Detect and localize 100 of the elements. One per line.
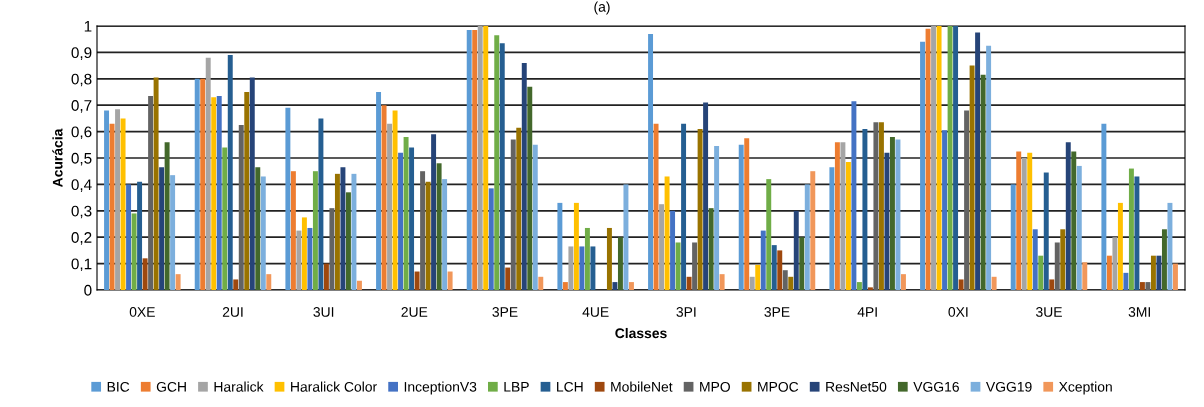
bar: [670, 210, 676, 290]
bar: [1049, 279, 1055, 290]
bar: [403, 136, 409, 290]
bar: [1021, 158, 1027, 290]
bar: [1076, 165, 1082, 290]
bar: [227, 55, 233, 290]
bar: [538, 276, 544, 290]
legend-label: MPO: [700, 381, 730, 392]
legend-label: Haralick Color: [291, 381, 377, 392]
bar: [942, 130, 948, 290]
bar: [834, 142, 840, 290]
bar: [793, 210, 799, 290]
y-tick-label: 0,3: [71, 205, 92, 219]
bar: [782, 270, 788, 290]
bar: [884, 152, 890, 290]
bar: [211, 97, 217, 290]
bar: [376, 92, 382, 290]
bar: [1101, 123, 1107, 290]
legend-label: GCH: [156, 381, 186, 392]
bar: [1027, 152, 1033, 290]
bar: [356, 280, 362, 290]
bar: [760, 230, 766, 290]
bar: [867, 287, 873, 290]
bar: [991, 276, 997, 290]
bar: [532, 144, 538, 290]
bar: [148, 95, 154, 290]
bar: [477, 26, 483, 290]
bar: [947, 26, 953, 290]
bar: [697, 128, 703, 290]
bar: [420, 171, 426, 290]
bar: [810, 171, 816, 290]
legend-label: ResNet50: [826, 381, 887, 392]
x-tick-label: 3PE: [764, 307, 790, 317]
bar: [255, 167, 261, 290]
bar: [738, 144, 744, 290]
bar: [686, 276, 692, 290]
bar: [829, 167, 835, 290]
bar: [205, 57, 211, 290]
bar: [562, 282, 568, 290]
bar: [505, 267, 511, 290]
bar: [351, 173, 357, 290]
bar: [1065, 142, 1071, 290]
x-tick-label: 3UE: [1036, 307, 1062, 317]
bar: [381, 105, 387, 290]
bar: [447, 271, 453, 290]
bar: [714, 146, 720, 290]
bar: [1117, 202, 1123, 290]
bar: [318, 118, 324, 290]
bar: [499, 43, 505, 290]
y-axis-title: Acurácia: [52, 128, 63, 187]
bar: [749, 276, 755, 290]
bar: [681, 123, 687, 290]
bar: [488, 188, 494, 290]
bar: [628, 282, 634, 290]
legend-label: VGG16: [913, 381, 959, 392]
bar: [612, 282, 618, 290]
bar: [1038, 255, 1044, 290]
chart-title: (a): [594, 1, 610, 15]
bar: [527, 86, 533, 290]
bar: [510, 139, 516, 290]
bar: [104, 110, 110, 290]
bar: [953, 26, 959, 290]
bar: [409, 147, 415, 290]
bar: [986, 45, 992, 290]
bar: [557, 202, 563, 290]
bar: [1139, 282, 1145, 290]
bar: [936, 26, 942, 290]
bar: [494, 35, 500, 290]
bar: [1150, 255, 1156, 290]
bar: [659, 204, 665, 290]
bar: [431, 134, 437, 290]
bar: [1134, 176, 1140, 290]
bar: [466, 29, 472, 290]
y-tick-label: 0,8: [71, 73, 92, 87]
bar: [472, 29, 478, 290]
bar: [925, 28, 931, 290]
bar: [126, 184, 132, 290]
bar: [851, 101, 857, 290]
y-tick-label: 0,7: [71, 100, 92, 113]
legend-label: LBP: [504, 382, 529, 392]
bar: [200, 78, 206, 290]
bar: [159, 167, 165, 290]
bar: [1167, 202, 1173, 290]
x-tick-label: 4PI: [857, 307, 877, 317]
bar: [579, 246, 585, 290]
bar: [840, 142, 846, 290]
bar: [301, 217, 307, 290]
legend-label: VGG19: [986, 381, 1032, 392]
bar: [334, 173, 340, 290]
bar: [340, 167, 346, 290]
bar: [1016, 151, 1022, 290]
bar: [804, 184, 810, 290]
legend-label: BIC: [107, 381, 130, 392]
bar: [1071, 151, 1077, 290]
bar: [238, 125, 244, 290]
bar: [889, 136, 895, 290]
bar: [777, 250, 783, 290]
bar: [617, 237, 623, 290]
bar: [1112, 237, 1118, 290]
y-tick-label: 0,1: [71, 258, 92, 272]
